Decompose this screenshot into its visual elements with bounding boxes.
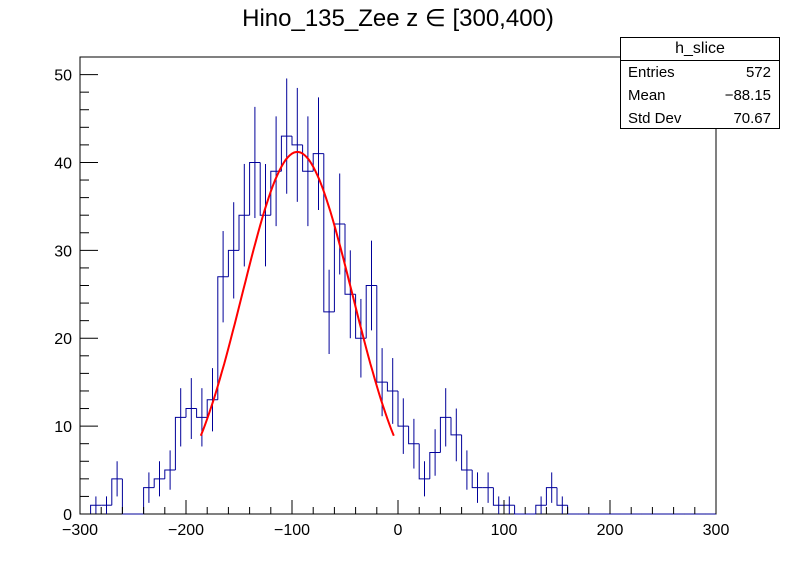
histogram-bin	[143, 487, 155, 514]
stats-row-stddev: Std Dev 70.67	[621, 107, 779, 130]
fit-curve	[199, 151, 395, 437]
histogram-bin	[397, 390, 409, 427]
stats-box: h_slice Entries 572 Mean −88.15 Std Dev …	[620, 37, 780, 129]
stats-row-entries: Entries 572	[621, 61, 779, 84]
histogram-bin	[185, 408, 197, 418]
x-tick-label: 300	[703, 522, 730, 539]
histogram-bin	[164, 469, 176, 479]
stats-label-stddev: Std Dev	[628, 110, 682, 127]
histogram-bin	[111, 478, 123, 506]
histogram-bin	[323, 153, 335, 313]
histogram-bin	[439, 416, 451, 453]
histogram-bars	[80, 135, 716, 515]
histogram-bin	[450, 417, 462, 436]
stats-value-entries: 572	[745, 64, 771, 81]
y-tick-label: 20	[54, 331, 72, 348]
histogram-bin	[461, 434, 473, 471]
histogram-bin	[259, 162, 271, 216]
histogram-bin	[471, 470, 483, 489]
x-tick-label: 0	[394, 522, 403, 539]
histogram-bin	[535, 504, 547, 514]
x-tick-label: −200	[168, 522, 204, 539]
histogram-bin	[545, 487, 557, 506]
x-tick-label: −300	[62, 522, 98, 539]
y-tick-label: 10	[54, 419, 72, 436]
error-bars	[95, 78, 563, 514]
histogram-bin	[227, 249, 239, 277]
histogram-bin	[514, 505, 526, 515]
histogram-bin	[238, 214, 250, 251]
y-tick-label: 30	[54, 243, 72, 260]
histogram-bin	[418, 443, 430, 480]
histogram-bin	[90, 504, 102, 514]
histogram-bin	[280, 135, 292, 172]
stats-label-entries: Entries	[628, 64, 675, 81]
y-tick-label: 0	[63, 507, 72, 524]
y-tick-label: 50	[54, 68, 72, 85]
histogram-bin	[429, 451, 441, 479]
axes: −300 −200 −100 0 100 200 300 0 10 20 30 40 50	[54, 56, 730, 539]
histogram-bin	[376, 285, 388, 383]
stats-row-mean: Mean −88.15	[621, 84, 779, 107]
histogram-bin	[153, 478, 165, 488]
histogram-bin	[249, 161, 261, 216]
histogram-bin	[492, 487, 504, 506]
x-tick-label: 200	[597, 522, 624, 539]
histogram-bin	[217, 276, 229, 400]
histogram-bin	[567, 505, 579, 515]
chart-title: Hino_135_Zee z ∈ [300,400)	[242, 5, 554, 32]
stats-title: h_slice	[621, 38, 779, 61]
y-tick-label: 40	[54, 155, 72, 172]
x-tick-label: −100	[274, 522, 310, 539]
histogram-bin	[365, 285, 377, 339]
histogram-bin	[270, 170, 282, 216]
x-tick-label: 100	[491, 522, 518, 539]
stats-value-mean: −88.15	[724, 87, 771, 104]
histogram-bin	[196, 408, 208, 418]
histogram-bin	[121, 478, 133, 515]
histogram-bin	[174, 416, 186, 471]
stats-label-mean: Mean	[628, 87, 666, 104]
histogram-bin	[291, 136, 303, 146]
histogram-bin	[386, 382, 398, 392]
histogram-bin	[556, 487, 568, 506]
stats-value-stddev: 70.67	[733, 110, 771, 127]
fit-curve-group	[199, 151, 395, 437]
histogram-bin	[408, 426, 420, 445]
